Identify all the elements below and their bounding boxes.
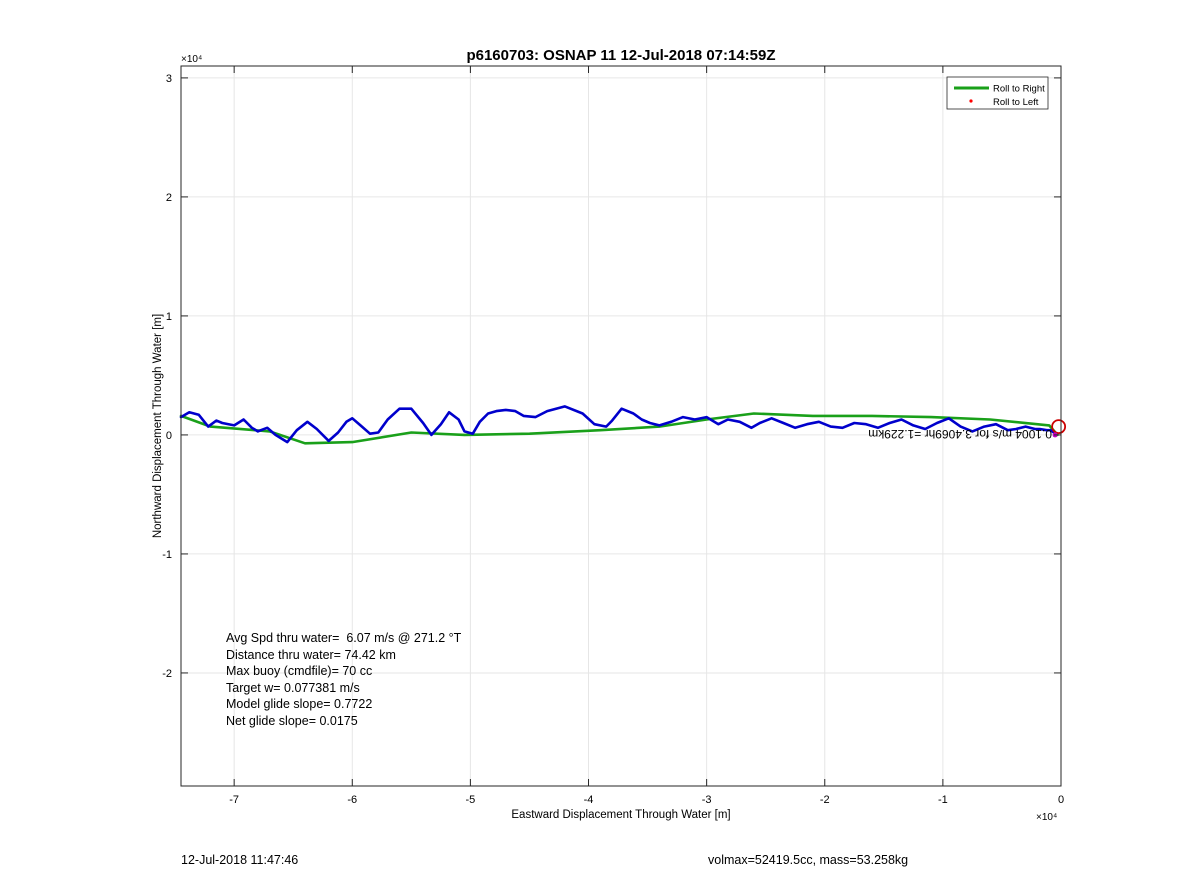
target-w-text: Target w= 0.077381 m/s	[226, 680, 360, 695]
avg-speed-text: Avg Spd thru water= 6.07 m/s @ 271.2 °T	[226, 631, 462, 645]
tick-group: -7 -6 -5 -4 -3 -2 -1 0 -2 -1 0 1 2 3	[162, 66, 1064, 806]
legend-label-roll-right: Roll to Right	[993, 84, 1045, 95]
model-glide-slope-text: Model glide slope= 0.7722	[226, 697, 373, 712]
x-tick-label: -4	[584, 794, 594, 806]
y-tick-label: -2	[162, 668, 172, 680]
x-tick-label: -6	[347, 794, 357, 806]
distance-text: Distance thru water= 74.42 km	[226, 647, 396, 662]
series-line-dive-track	[179, 405, 1058, 444]
y-tick-label: -1	[162, 549, 172, 561]
grid-lines	[181, 66, 1062, 786]
legend-box	[946, 76, 1049, 110]
y-tick-label: 0	[166, 430, 172, 442]
x-tick-label: -2	[820, 794, 830, 806]
x-axis-label: Eastward Displacement Through Water [m]	[511, 809, 730, 821]
x-tick-label: 0	[1058, 794, 1064, 806]
x-tick-label: -5	[466, 794, 476, 806]
y-tick-label: 3	[166, 73, 172, 85]
chart-title: p6160703: OSNAP 11 12-Jul-2018 07:14:59Z	[466, 47, 775, 64]
y-exponent-label: ×10⁴	[181, 54, 202, 65]
x-exponent-label: ×10⁴	[1036, 812, 1057, 823]
end-position-circle	[1051, 419, 1067, 434]
legend: Roll to Right Roll to Left	[946, 76, 1049, 110]
x-tick-label: -3	[702, 794, 712, 806]
footer-mass-info: volmax=52419.5cc, mass=53.258kg	[708, 853, 909, 867]
x-tick-label: -7	[229, 794, 239, 806]
y-axis-label: Northward Displacement Through Water [m]	[152, 314, 164, 538]
legend-swatch-roll-left	[969, 99, 973, 103]
x-tick-label: -1	[938, 794, 948, 806]
stats-annotation: Avg Spd thru water= 6.07 m/s @ 271.2 °T …	[226, 630, 461, 730]
net-glide-slope-text: Net glide slope= 0.0175	[226, 713, 358, 728]
footer-timestamp: 12-Jul-2018 11:47:46	[181, 853, 299, 867]
max-buoy-text: Max buoy (cmdfile)= 70 cc	[226, 664, 373, 679]
y-tick-label: 2	[166, 192, 172, 204]
mirrored-speed-label: 0.1004 m/s for 3.4069hr =1.229km	[868, 427, 1052, 441]
series-line-roll-right	[179, 412, 1059, 445]
axes-frame	[180, 65, 1062, 787]
y-tick-label: 1	[166, 311, 172, 323]
legend-label-roll-left: Roll to Left	[993, 97, 1039, 108]
